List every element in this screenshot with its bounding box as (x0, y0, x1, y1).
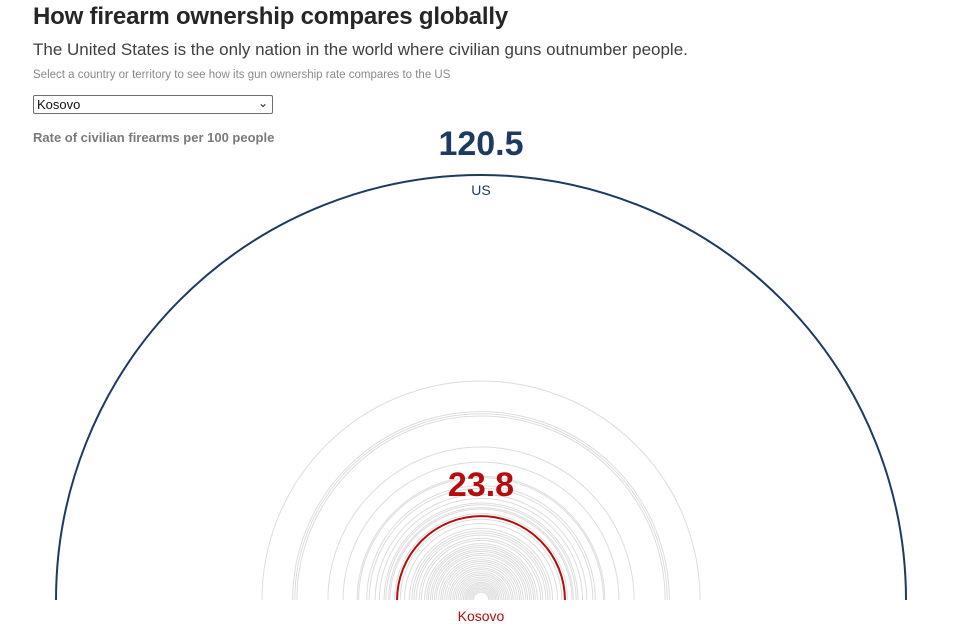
country-arc (294, 413, 668, 601)
country-arc (435, 554, 527, 601)
country-arc (415, 534, 547, 601)
country-arc (261, 380, 701, 601)
chart-title: Rate of civilian firearms per 100 people (33, 130, 275, 145)
country-arc (446, 565, 516, 601)
country-arc (356, 475, 606, 601)
selected-country-arc (396, 515, 566, 601)
country-arc (440, 559, 522, 601)
country-arc (472, 591, 490, 601)
us-value-label: 120.5 (438, 125, 523, 163)
country-arc (433, 552, 529, 601)
country-arc (438, 557, 524, 601)
country-arc (431, 551, 531, 601)
country-arc (442, 561, 520, 601)
country-arc (430, 549, 532, 601)
country-arc (358, 477, 604, 601)
selected-name-label: Kosovo (458, 608, 505, 624)
country-arc (452, 571, 510, 601)
country-arc (424, 543, 538, 601)
country-arc (374, 493, 588, 601)
country-arc (408, 527, 554, 601)
country-arc (411, 530, 551, 601)
country-arc (471, 590, 491, 601)
country-arc (455, 574, 507, 601)
country-arc (465, 584, 497, 601)
country-arc (459, 578, 503, 601)
country-arc (464, 583, 498, 601)
us-arc (55, 174, 907, 601)
country-arc (296, 415, 666, 601)
country-arc (292, 411, 670, 601)
country-arc (450, 569, 512, 601)
country-arc (366, 485, 596, 601)
country-arc (327, 446, 635, 601)
country-arc (394, 513, 568, 601)
us-name-label: US (471, 182, 490, 198)
country-arc (385, 504, 577, 601)
country-arc (448, 567, 514, 601)
country-arc (399, 518, 563, 601)
selected-value-label: 23.8 (448, 466, 514, 504)
chevron-down-icon: ⌄ (257, 96, 268, 110)
country-arc (462, 581, 500, 601)
instruction-text: Select a country or territory to see how… (33, 69, 451, 81)
country-arc (418, 537, 544, 601)
page-subtitle: The United States is the only nation in … (33, 40, 688, 59)
country-arc (457, 576, 505, 601)
country-arc (368, 487, 594, 601)
country-arc (454, 573, 508, 601)
country-arc (403, 523, 559, 601)
country-arc (413, 532, 549, 601)
country-select[interactable]: Kosovo ⌄ (33, 95, 273, 114)
country-arc (420, 539, 542, 601)
country-arc (389, 508, 573, 601)
country-arc (378, 497, 584, 601)
country-arc (388, 507, 574, 601)
country-arc (467, 586, 495, 601)
country-arc (342, 461, 620, 601)
country-arc (469, 588, 493, 601)
country-arc (383, 502, 579, 601)
country-select-value: Kosovo (37, 97, 81, 112)
country-arc (426, 545, 536, 601)
country-arc (444, 563, 518, 601)
country-arc (427, 546, 535, 601)
country-arc (468, 587, 494, 601)
page-title: How firearm ownership compares globally (33, 3, 508, 30)
country-arc (461, 580, 501, 601)
